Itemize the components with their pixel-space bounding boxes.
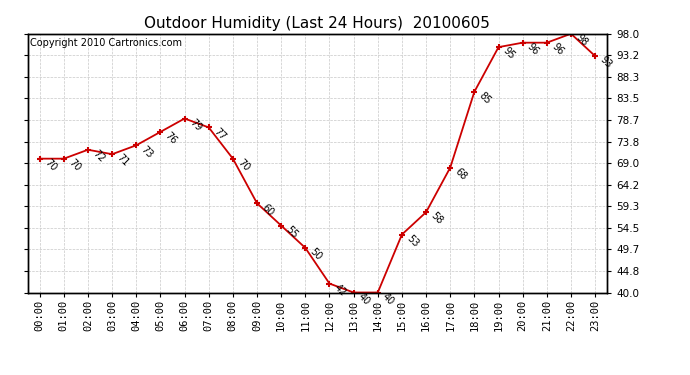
Text: 40: 40 — [357, 291, 372, 307]
Text: 79: 79 — [188, 117, 203, 133]
Text: 72: 72 — [91, 148, 107, 164]
Title: Outdoor Humidity (Last 24 Hours)  20100605: Outdoor Humidity (Last 24 Hours) 2010060… — [144, 16, 491, 31]
Text: Copyright 2010 Cartronics.com: Copyright 2010 Cartronics.com — [30, 38, 182, 48]
Text: 77: 77 — [212, 126, 228, 142]
Text: 60: 60 — [260, 202, 275, 217]
Text: 73: 73 — [139, 144, 155, 160]
Text: 70: 70 — [236, 157, 251, 173]
Text: 98: 98 — [574, 32, 589, 48]
Text: 40: 40 — [381, 291, 396, 307]
Text: 53: 53 — [405, 233, 420, 249]
Text: 95: 95 — [502, 46, 517, 62]
Text: 71: 71 — [115, 153, 130, 169]
Text: 76: 76 — [164, 130, 179, 146]
Text: 42: 42 — [333, 282, 348, 298]
Text: 68: 68 — [453, 166, 469, 182]
Text: 70: 70 — [43, 157, 58, 173]
Text: 55: 55 — [284, 224, 300, 240]
Text: 96: 96 — [526, 41, 541, 57]
Text: 93: 93 — [598, 55, 613, 70]
Text: 70: 70 — [67, 157, 82, 173]
Text: 58: 58 — [429, 211, 444, 226]
Text: 96: 96 — [550, 41, 565, 57]
Text: 85: 85 — [477, 90, 493, 106]
Text: 50: 50 — [308, 246, 324, 262]
